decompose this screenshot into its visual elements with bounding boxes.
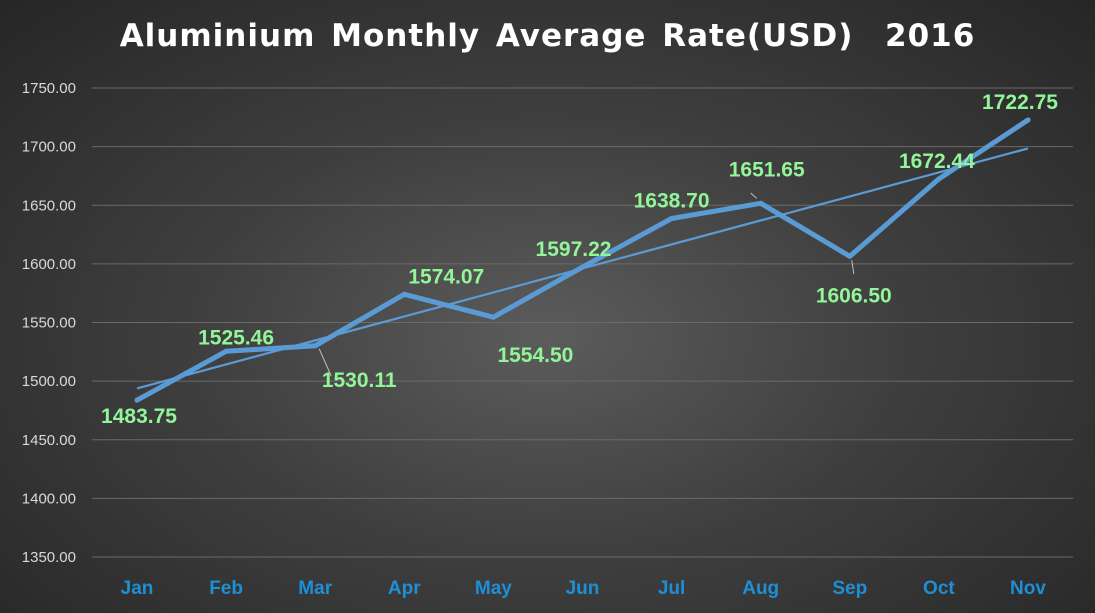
data-point (223, 348, 229, 354)
data-label: 1597.22 (536, 238, 612, 261)
data-point (312, 343, 318, 349)
x-category-label: Apr (388, 578, 421, 599)
leader-line (318, 348, 332, 377)
data-label: 1554.50 (497, 344, 573, 367)
data-label: 1672.44 (899, 150, 975, 173)
y-tick-label: 1550.00 (22, 315, 76, 332)
data-label-leader-lines (318, 192, 855, 377)
data-label: 1651.65 (729, 158, 805, 181)
x-axis-category-labels: Jan Feb Mar Apr May Jun Jul Aug Sep Oct Nov (121, 578, 1047, 599)
data-labels: 1483.75 1525.46 1530.11 1574.07 1554.50 1597.… (101, 91, 1058, 428)
x-category-label: Oct (923, 578, 955, 599)
data-point (669, 215, 675, 221)
x-category-label: Jul (658, 578, 685, 599)
data-label: 1722.75 (982, 91, 1058, 114)
y-tick-label: 1750.00 (22, 80, 76, 97)
data-point (134, 397, 140, 403)
data-label: 1638.70 (634, 189, 710, 212)
data-label: 1525.46 (198, 326, 274, 349)
data-label: 1530.11 (322, 369, 397, 392)
leader-line (750, 192, 758, 199)
y-axis-tick-labels: 1350.00 1400.00 1450.00 1500.00 1550.00 1600.… (22, 80, 76, 566)
x-category-label: Sep (832, 578, 867, 599)
data-label: 1574.07 (408, 265, 484, 288)
data-point (758, 200, 764, 206)
x-category-label: Mar (298, 578, 332, 599)
x-category-label: Nov (1010, 578, 1046, 599)
chart-title: Aluminium Monthly Average Rate(USD) 2016 (119, 18, 976, 54)
data-point (401, 291, 407, 297)
data-label: 1483.75 (101, 405, 177, 428)
y-tick-label: 1600.00 (22, 256, 76, 273)
x-category-label: Jan (121, 578, 154, 599)
data-point (1025, 117, 1031, 123)
x-category-label: Feb (209, 578, 243, 599)
y-tick-label: 1700.00 (22, 139, 76, 156)
data-points (134, 117, 1031, 403)
data-point (580, 264, 585, 270)
leader-line (851, 260, 855, 275)
data-label: 1606.50 (816, 284, 892, 307)
x-category-label: May (475, 578, 512, 599)
y-tick-label: 1450.00 (22, 432, 76, 449)
x-category-label: Aug (742, 578, 779, 599)
y-tick-label: 1650.00 (22, 197, 76, 214)
data-point (847, 253, 853, 259)
y-tick-label: 1400.00 (22, 490, 76, 507)
y-tick-label: 1350.00 (22, 549, 76, 566)
y-tick-label: 1500.00 (22, 373, 76, 390)
x-category-label: Jun (566, 578, 600, 599)
data-point (490, 314, 496, 320)
data-point (936, 176, 942, 182)
